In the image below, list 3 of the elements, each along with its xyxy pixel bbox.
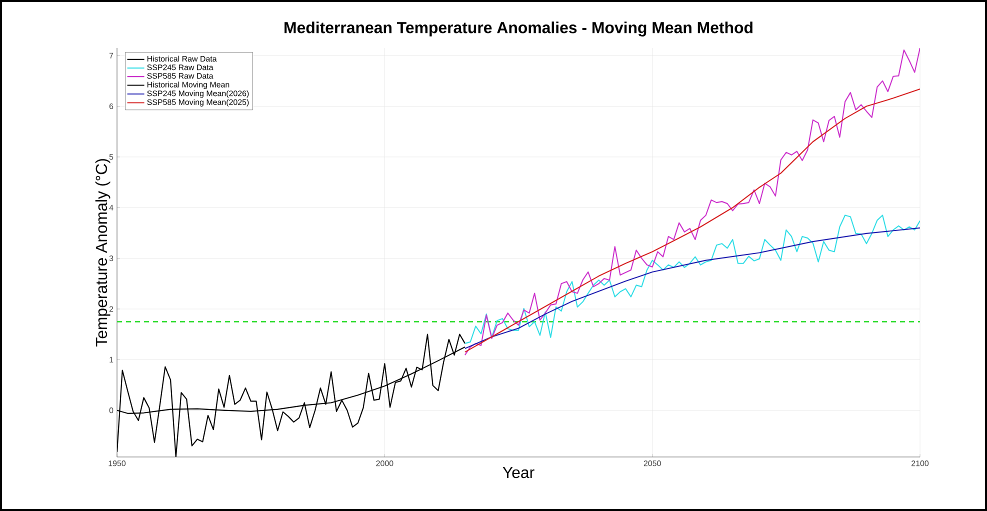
y-axis-title: Temperature Anomaly (°C) bbox=[95, 159, 110, 347]
x-axis-title: Year bbox=[502, 466, 534, 478]
chart-title: Mediterranean Temperature Anomalies - Moving Mean Method bbox=[284, 22, 752, 36]
